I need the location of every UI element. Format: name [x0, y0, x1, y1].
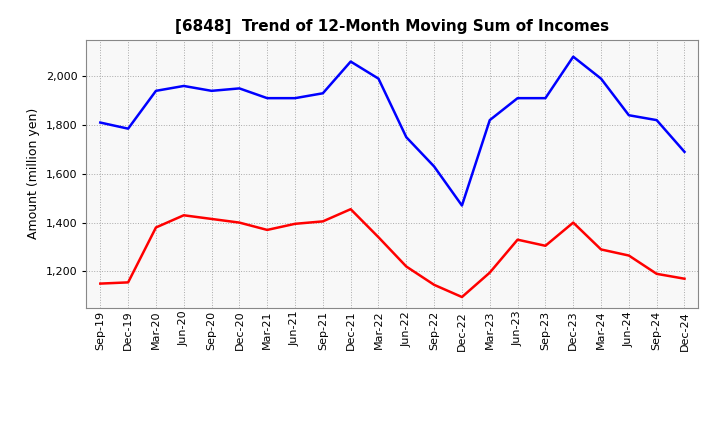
Ordinary Income — [458, 203, 467, 208]
Ordinary Income — [680, 149, 689, 154]
Net Income — [152, 225, 161, 230]
Net Income — [291, 221, 300, 227]
Net Income — [346, 206, 355, 212]
Ordinary Income — [513, 95, 522, 101]
Ordinary Income — [263, 95, 271, 101]
Net Income — [430, 282, 438, 287]
Net Income — [124, 280, 132, 285]
Ordinary Income — [402, 135, 410, 140]
Net Income — [402, 264, 410, 269]
Ordinary Income — [374, 76, 383, 81]
Ordinary Income — [96, 120, 104, 125]
Net Income — [96, 281, 104, 286]
Ordinary Income — [124, 126, 132, 131]
Ordinary Income — [624, 113, 633, 118]
Ordinary Income — [541, 95, 550, 101]
Ordinary Income — [597, 76, 606, 81]
Net Income — [263, 227, 271, 233]
Line: Ordinary Income: Ordinary Income — [100, 57, 685, 205]
Net Income — [541, 243, 550, 249]
Ordinary Income — [152, 88, 161, 93]
Net Income — [179, 213, 188, 218]
Ordinary Income — [291, 95, 300, 101]
Ordinary Income — [485, 117, 494, 123]
Net Income — [680, 276, 689, 281]
Ordinary Income — [430, 164, 438, 169]
Net Income — [569, 220, 577, 225]
Title: [6848]  Trend of 12-Month Moving Sum of Incomes: [6848] Trend of 12-Month Moving Sum of I… — [176, 19, 609, 34]
Net Income — [207, 216, 216, 222]
Net Income — [652, 271, 661, 276]
Ordinary Income — [569, 54, 577, 59]
Ordinary Income — [318, 91, 327, 96]
Ordinary Income — [235, 86, 243, 91]
Net Income — [513, 237, 522, 242]
Net Income — [318, 219, 327, 224]
Net Income — [374, 235, 383, 240]
Net Income — [624, 253, 633, 258]
Net Income — [485, 270, 494, 275]
Line: Net Income: Net Income — [100, 209, 685, 297]
Net Income — [235, 220, 243, 225]
Ordinary Income — [652, 117, 661, 123]
Ordinary Income — [346, 59, 355, 64]
Net Income — [597, 247, 606, 252]
Ordinary Income — [179, 83, 188, 88]
Ordinary Income — [207, 88, 216, 93]
Y-axis label: Amount (million yen): Amount (million yen) — [27, 108, 40, 239]
Net Income — [458, 294, 467, 300]
